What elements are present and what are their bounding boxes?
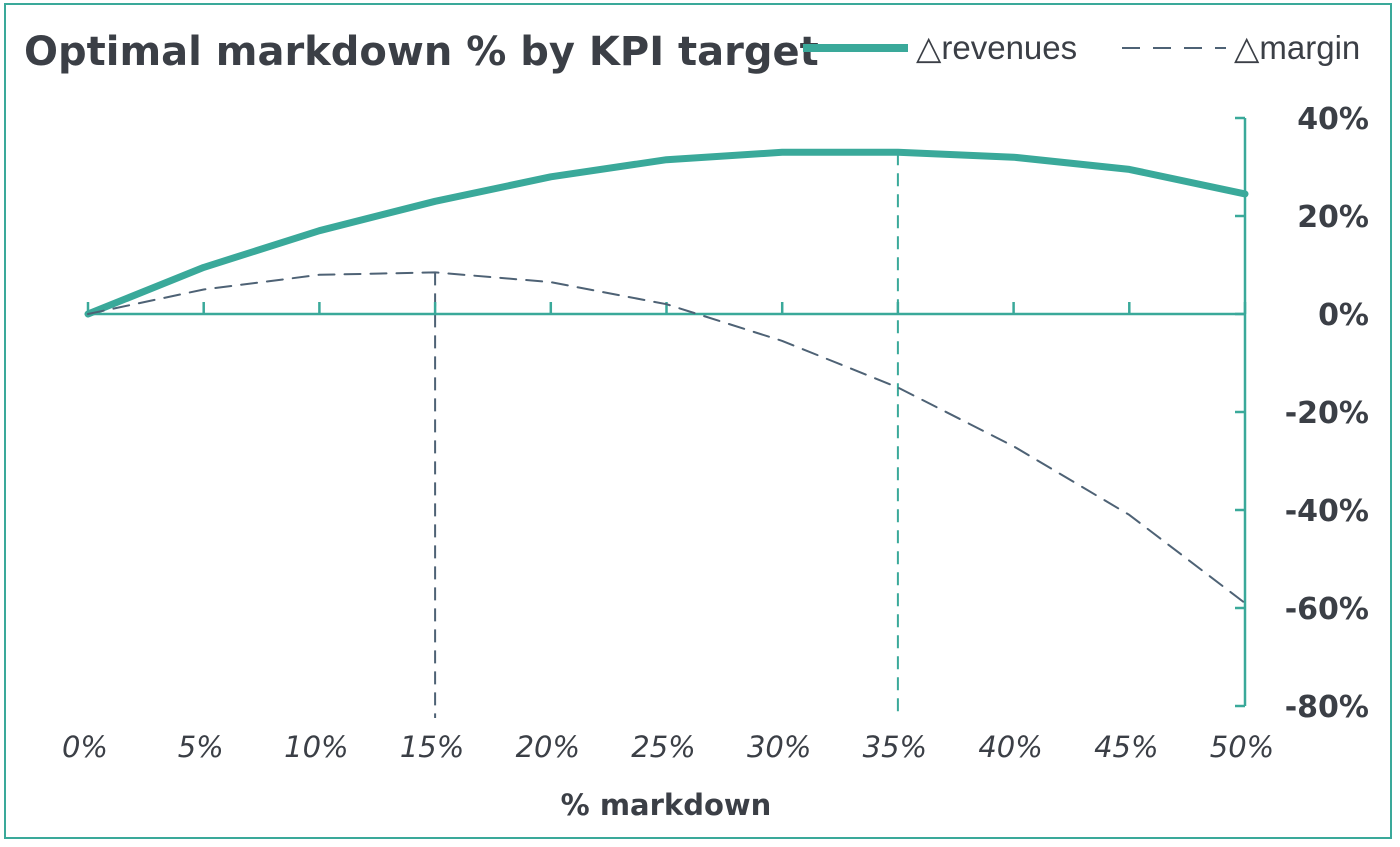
chart-frame xyxy=(4,3,1392,839)
y-tick-label-1: 20% xyxy=(1297,200,1369,235)
y-tick-label-6: -80% xyxy=(1285,690,1369,725)
chart-title: Optimal markdown % by KPI target xyxy=(24,29,819,75)
plot-area: 0% 5% 10% 15% 20% 25% 30% 35% 40% 45% 50% 40% 20% 0% -… xyxy=(62,102,1369,764)
x-tick-label-3: 15% xyxy=(400,730,464,764)
y-tick-label-4: -40% xyxy=(1285,494,1369,529)
x-tick-label-2: 10% xyxy=(284,730,348,764)
y-tick-label-3: -20% xyxy=(1285,396,1369,431)
y-tick-label-2: 0% xyxy=(1318,298,1369,333)
x-tick-label-5: 25% xyxy=(631,730,695,764)
x-tick-label-4: 20% xyxy=(516,730,580,764)
x-tick-label-6: 30% xyxy=(747,730,811,764)
x-tick-label-0: 0% xyxy=(62,730,108,764)
x-axis-label: % markdown xyxy=(561,788,772,822)
x-tick-label-7: 35% xyxy=(863,730,927,764)
y-tick-label-5: -60% xyxy=(1285,592,1369,627)
legend: △revenues △margin xyxy=(803,29,1360,66)
y-tick-label-0: 40% xyxy=(1297,102,1369,137)
legend-revenues-label: △revenues xyxy=(916,29,1077,66)
x-tick-label-8: 40% xyxy=(978,730,1042,764)
x-tick-label-10: 50% xyxy=(1210,730,1274,764)
series-line-revenues xyxy=(84,148,1249,318)
series-line-margin xyxy=(87,271,1246,605)
x-tick-label-9: 45% xyxy=(1094,730,1158,764)
x-tick-label-1: 5% xyxy=(178,730,224,764)
legend-margin-label: △margin xyxy=(1234,29,1360,66)
